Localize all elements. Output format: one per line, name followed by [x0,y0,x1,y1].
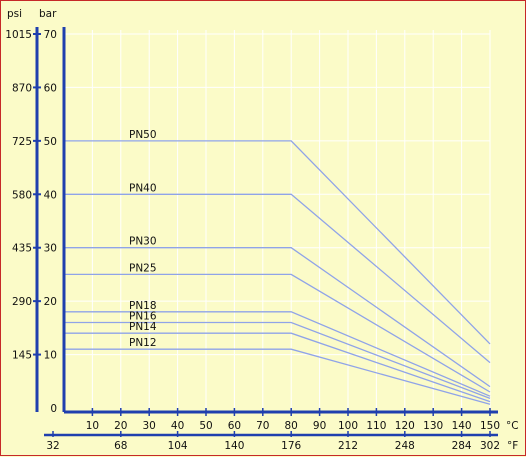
psi-tick-label: 1015 [5,29,32,41]
fahrenheit-tick-label: 284 [452,440,472,452]
celsius-tick-label: 150 [480,420,500,432]
bar-tick-label: 10 [44,350,57,362]
bar-unit-label: bar [39,8,57,20]
celsius-tick-label: 70 [256,420,269,432]
celsius-tick-label: 40 [171,420,184,432]
bar-tick-label: 60 [44,82,57,94]
fahrenheit-tick-label: 32 [46,440,59,452]
celsius-tick-label: 110 [366,420,386,432]
fahrenheit-tick-label: 248 [395,440,415,452]
fahrenheit-tick-label: 68 [114,440,127,452]
fahrenheit-unit-label: °F [507,440,518,452]
series-label-pn18: PN18 [129,300,157,312]
psi-tick-label: 870 [12,82,32,94]
celsius-tick-label: 100 [338,420,358,432]
celsius-tick-label: 90 [313,420,326,432]
celsius-tick-label: 10 [86,420,99,432]
bar-tick-label: 0 [50,403,57,415]
series-line-pn30 [64,247,491,388]
psi-tick-label: 145 [12,350,32,362]
series-line-pn50 [64,140,491,345]
series-label-pn25: PN25 [129,262,157,274]
celsius-tick-label: 130 [423,420,443,432]
psi-tick-label: 725 [12,136,32,148]
series-label-pn14: PN14 [129,321,157,333]
bar-tick-label: 30 [44,243,57,255]
fahrenheit-tick-label: 176 [281,440,301,452]
celsius-tick-label: 20 [114,420,127,432]
series-label-pn16: PN16 [129,311,157,323]
fahrenheit-tick-label: 302 [480,440,500,452]
series-label-pn50: PN50 [129,129,157,141]
bar-tick-label: 70 [44,29,57,41]
celsius-tick-label: 60 [228,420,241,432]
celsius-tick-label: 50 [199,420,212,432]
series-line-pn40 [64,193,491,364]
series-label-pn30: PN30 [129,236,157,248]
bar-tick-label: 20 [44,296,57,308]
psi-tick-label: 580 [12,189,32,201]
series-line-pn16 [64,321,491,400]
celsius-tick-label: 30 [143,420,156,432]
celsius-tick-label: 80 [285,420,298,432]
series-line-pn18 [64,311,491,397]
fahrenheit-tick-label: 212 [338,440,358,452]
psi-tick-label: 290 [12,296,32,308]
series-line-pn14 [64,332,491,403]
psi-unit-label: psi [7,8,22,20]
celsius-unit-label: °C [506,420,519,432]
bar-tick-label: 50 [44,136,57,148]
celsius-tick-label: 120 [395,420,415,432]
series-line-pn12 [64,348,491,405]
series-label-pn40: PN40 [129,182,157,194]
fahrenheit-tick-label: 140 [224,440,244,452]
bar-tick-label: 40 [44,189,57,201]
fahrenheit-tick-label: 104 [168,440,188,452]
series-line-pn25 [64,273,491,393]
psi-tick-label: 435 [12,243,32,255]
celsius-tick-label: 140 [452,420,472,432]
series-label-pn12: PN12 [129,337,157,349]
